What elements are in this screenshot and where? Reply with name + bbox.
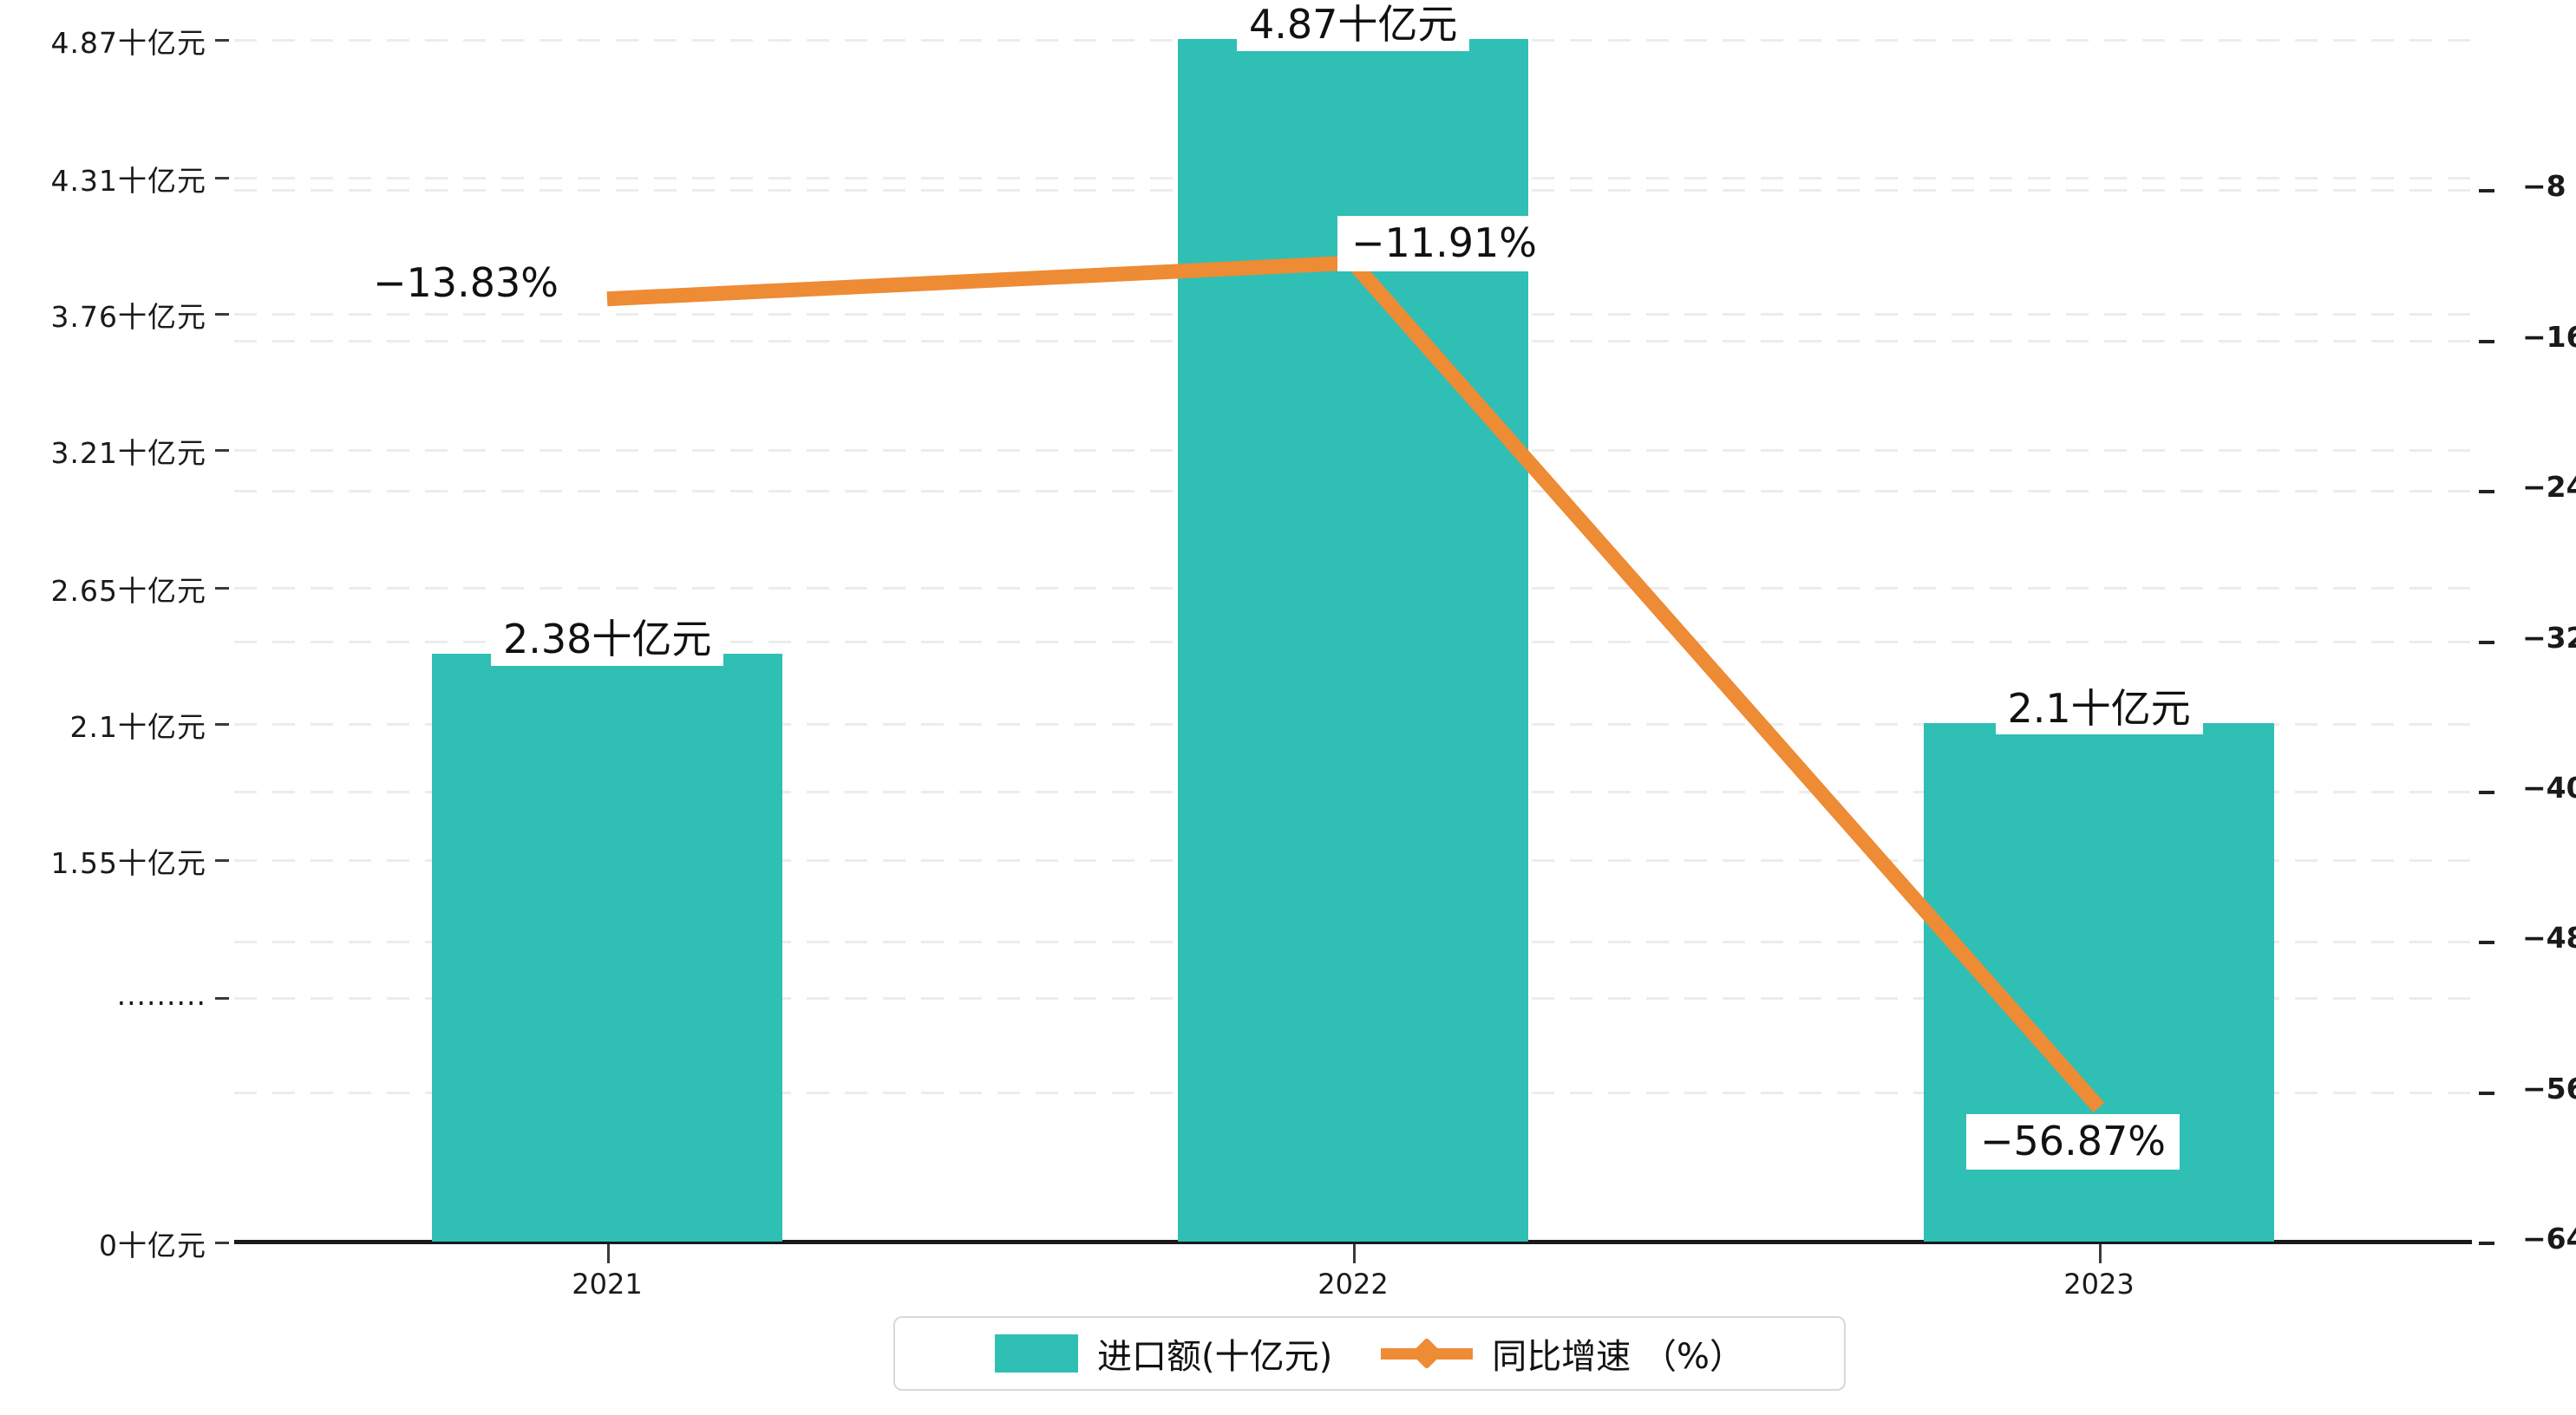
y-axis-right-tick <box>2479 189 2494 193</box>
legend-item-line[interactable]: 同比增速 （%） <box>1381 1328 1744 1379</box>
y-axis-left-label: 2.65十亿元 <box>50 574 206 609</box>
y-axis-left-tick <box>215 177 229 180</box>
y-axis-right-tick <box>2479 490 2494 494</box>
line-value-label: −13.83% <box>359 255 572 311</box>
y-axis-left-tick <box>215 39 229 42</box>
y-axis-right-tick <box>2479 790 2494 794</box>
line-value-label: −11.91% <box>1337 216 1551 271</box>
y-axis-right-label: −64 <box>2522 1222 2576 1255</box>
bar-value-label: 2.38十亿元 <box>491 614 724 666</box>
y-axis-right-label: −32 <box>2522 620 2576 655</box>
y-axis-left-tick <box>215 722 229 726</box>
x-axis-label: 2022 <box>1317 1268 1389 1301</box>
x-axis-tick <box>1353 1244 1356 1263</box>
legend-line-label: 同比增速 （%） <box>1492 1337 1744 1377</box>
y-axis-left-label: 3.21十亿元 <box>50 435 206 470</box>
y-axis-left-tick <box>215 448 229 452</box>
legend-item-bar[interactable]: 进口额(十亿元) <box>995 1328 1332 1379</box>
y-axis-left-label: 1.55十亿元 <box>50 845 206 880</box>
y-axis-right-tick <box>2479 941 2494 945</box>
bar[interactable] <box>431 654 783 1242</box>
y-axis-right-label: −8 <box>2522 169 2566 204</box>
y-axis-right-tick <box>2479 339 2494 343</box>
legend-bar-label: 进口额(十亿元) <box>1097 1337 1333 1377</box>
y-axis-left-label: 3.76十亿元 <box>50 300 206 335</box>
bar-value-label: 2.1十亿元 <box>1995 682 2203 735</box>
y-axis-right-label: −16 <box>2522 319 2576 354</box>
x-axis-line <box>234 1240 2472 1244</box>
y-axis-right-tick <box>2479 640 2494 644</box>
y-axis-right-label: −40 <box>2522 770 2576 805</box>
y-axis-left-tick <box>215 587 229 590</box>
chart-legend[interactable]: 进口额(十亿元) 同比增速 （%） <box>893 1316 1846 1391</box>
y-axis-right-label: −24 <box>2522 470 2576 505</box>
y-axis-right-tick <box>2479 1091 2494 1095</box>
y-axis-right-label: −48 <box>2522 921 2576 955</box>
y-axis-left-tick <box>215 858 229 862</box>
y-axis-left-tick <box>215 997 229 1001</box>
y-axis-left-label: 2.1十亿元 <box>69 709 206 744</box>
y-axis-left-label: 0十亿元 <box>99 1229 206 1262</box>
y-axis-right-label: −56 <box>2522 1071 2576 1105</box>
line-value-label: −56.87% <box>1966 1114 2180 1170</box>
y-axis-left-label: 4.87十亿元 <box>50 26 206 60</box>
x-axis-tick <box>2099 1244 2102 1263</box>
bar-value-label: 4.87十亿元 <box>1237 0 1470 51</box>
x-axis-label: 2021 <box>572 1268 643 1301</box>
y-axis-left-tick <box>215 313 229 316</box>
y-axis-right-tick <box>2479 1242 2494 1245</box>
legend-bar-swatch-icon <box>995 1334 1079 1373</box>
y-axis-left-label: 4.31十亿元 <box>50 164 206 199</box>
x-axis-label: 2023 <box>2063 1268 2135 1301</box>
legend-line-swatch-icon <box>1381 1337 1474 1370</box>
x-axis-tick <box>607 1244 610 1263</box>
y-axis-left-label: ......... <box>116 978 206 1013</box>
y-axis-left-tick <box>215 1242 229 1244</box>
